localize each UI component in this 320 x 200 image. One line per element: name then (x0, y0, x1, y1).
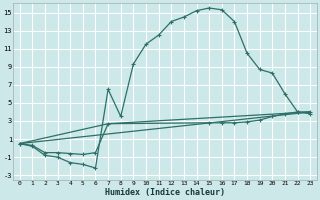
X-axis label: Humidex (Indice chaleur): Humidex (Indice chaleur) (105, 188, 225, 197)
